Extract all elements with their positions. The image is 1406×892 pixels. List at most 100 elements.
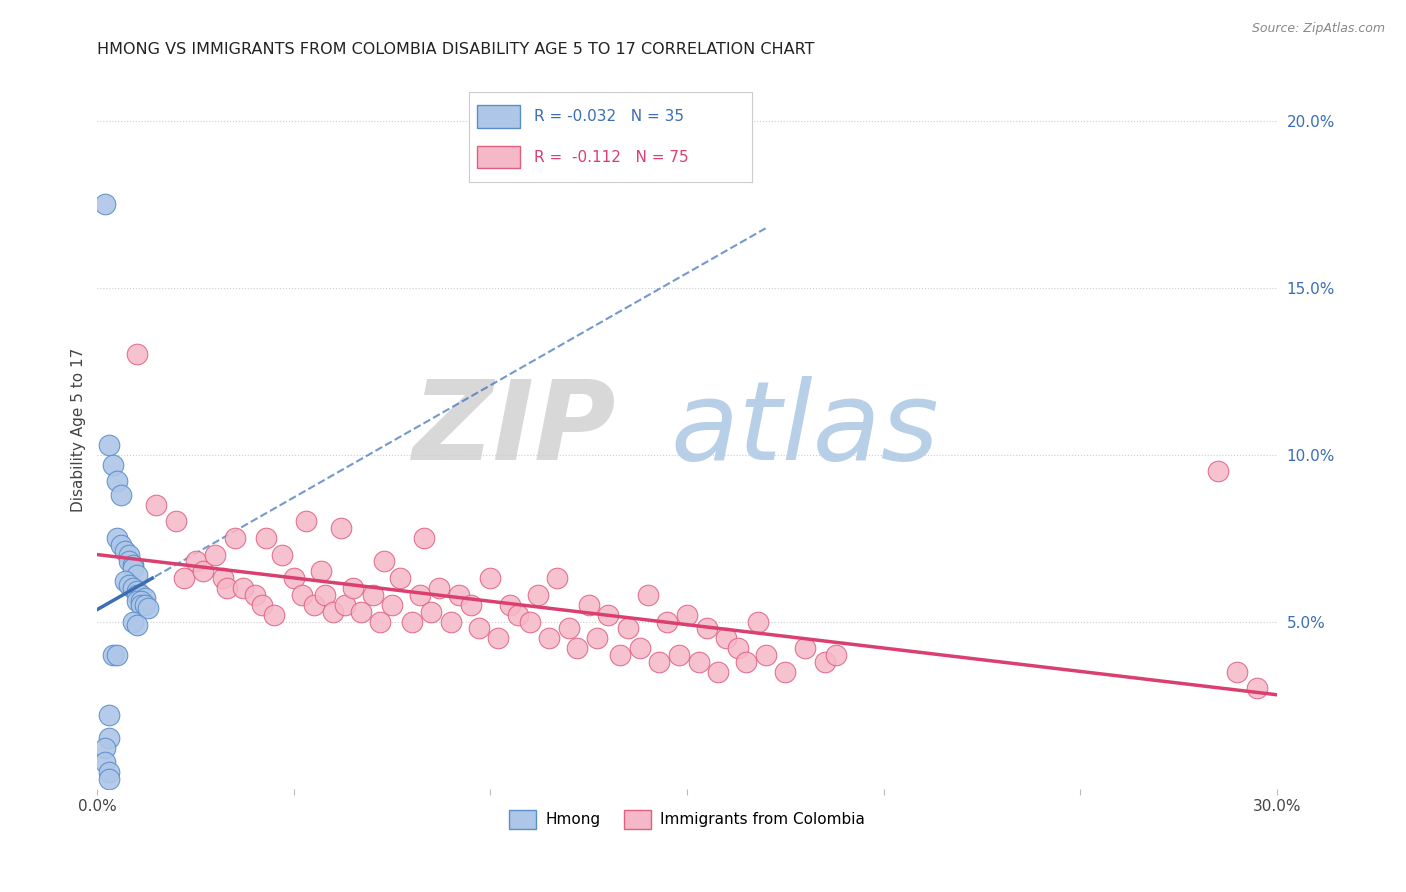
Point xyxy=(825,648,848,662)
Point xyxy=(409,588,432,602)
Point xyxy=(125,584,148,599)
Point xyxy=(1226,665,1249,679)
Point xyxy=(134,591,156,606)
Text: Source: ZipAtlas.com: Source: ZipAtlas.com xyxy=(1251,22,1385,36)
Point xyxy=(101,648,124,662)
Point xyxy=(696,621,718,635)
Point xyxy=(333,598,356,612)
Point xyxy=(755,648,778,662)
Point xyxy=(747,615,769,629)
Point xyxy=(94,755,117,769)
Point xyxy=(578,598,600,612)
Point xyxy=(546,571,568,585)
Point xyxy=(129,588,152,602)
Point xyxy=(118,554,141,568)
Point xyxy=(558,621,581,635)
Point xyxy=(506,607,529,622)
Point xyxy=(252,598,274,612)
Point xyxy=(110,487,132,501)
Point xyxy=(121,615,143,629)
Point xyxy=(118,548,141,562)
Point xyxy=(427,581,450,595)
Point xyxy=(716,632,738,646)
Point xyxy=(519,615,541,629)
Point xyxy=(138,601,160,615)
Point xyxy=(707,665,730,679)
Point xyxy=(145,498,167,512)
Point xyxy=(688,655,710,669)
Point xyxy=(105,648,128,662)
Point xyxy=(668,648,690,662)
Point xyxy=(794,641,817,656)
Point xyxy=(184,554,207,568)
Point xyxy=(134,598,156,612)
Point xyxy=(311,565,333,579)
Point xyxy=(617,621,640,635)
Point xyxy=(401,615,423,629)
Point xyxy=(565,641,588,656)
Point xyxy=(676,607,699,622)
Point xyxy=(342,581,364,595)
Point xyxy=(330,521,353,535)
Point xyxy=(294,514,316,528)
Point xyxy=(302,598,325,612)
Point xyxy=(479,571,502,585)
Point xyxy=(125,618,148,632)
Point xyxy=(217,581,239,595)
Point xyxy=(243,588,266,602)
Point xyxy=(440,615,463,629)
Point xyxy=(121,581,143,595)
Point xyxy=(98,764,121,779)
Point xyxy=(193,565,215,579)
Point xyxy=(94,741,117,756)
Point xyxy=(628,641,651,656)
Point xyxy=(412,531,434,545)
Point xyxy=(98,772,121,786)
Point xyxy=(657,615,679,629)
Y-axis label: Disability Age 5 to 17: Disability Age 5 to 17 xyxy=(72,347,86,512)
Text: ZIP: ZIP xyxy=(413,376,616,483)
Point xyxy=(598,607,620,622)
Point xyxy=(322,605,344,619)
Point xyxy=(165,514,187,528)
Point xyxy=(735,655,758,669)
Legend: Hmong, Immigrants from Colombia: Hmong, Immigrants from Colombia xyxy=(503,804,872,835)
Point xyxy=(291,588,314,602)
Point xyxy=(370,615,392,629)
Point xyxy=(538,632,561,646)
Point xyxy=(609,648,631,662)
Point xyxy=(98,731,121,746)
Point xyxy=(173,571,195,585)
Point xyxy=(114,544,136,558)
Point xyxy=(727,641,749,656)
Point xyxy=(121,561,143,575)
Point xyxy=(105,531,128,545)
Point xyxy=(121,558,143,572)
Point xyxy=(204,548,226,562)
Point xyxy=(212,571,235,585)
Point xyxy=(460,598,482,612)
Point xyxy=(110,538,132,552)
Point xyxy=(486,632,509,646)
Point xyxy=(467,621,489,635)
Point xyxy=(98,437,121,451)
Point xyxy=(125,594,148,608)
Point xyxy=(129,598,152,612)
Point xyxy=(232,581,254,595)
Text: HMONG VS IMMIGRANTS FROM COLOMBIA DISABILITY AGE 5 TO 17 CORRELATION CHART: HMONG VS IMMIGRANTS FROM COLOMBIA DISABI… xyxy=(97,42,815,57)
Point xyxy=(271,548,294,562)
Point xyxy=(499,598,522,612)
Point xyxy=(314,588,336,602)
Point xyxy=(1206,464,1229,478)
Point xyxy=(98,708,121,723)
Point xyxy=(420,605,443,619)
Point xyxy=(125,588,148,602)
Point xyxy=(381,598,404,612)
Point xyxy=(373,554,395,568)
Point xyxy=(105,475,128,489)
Point xyxy=(125,567,148,582)
Point xyxy=(389,571,412,585)
Point xyxy=(648,655,671,669)
Point xyxy=(94,197,117,211)
Point xyxy=(361,588,384,602)
